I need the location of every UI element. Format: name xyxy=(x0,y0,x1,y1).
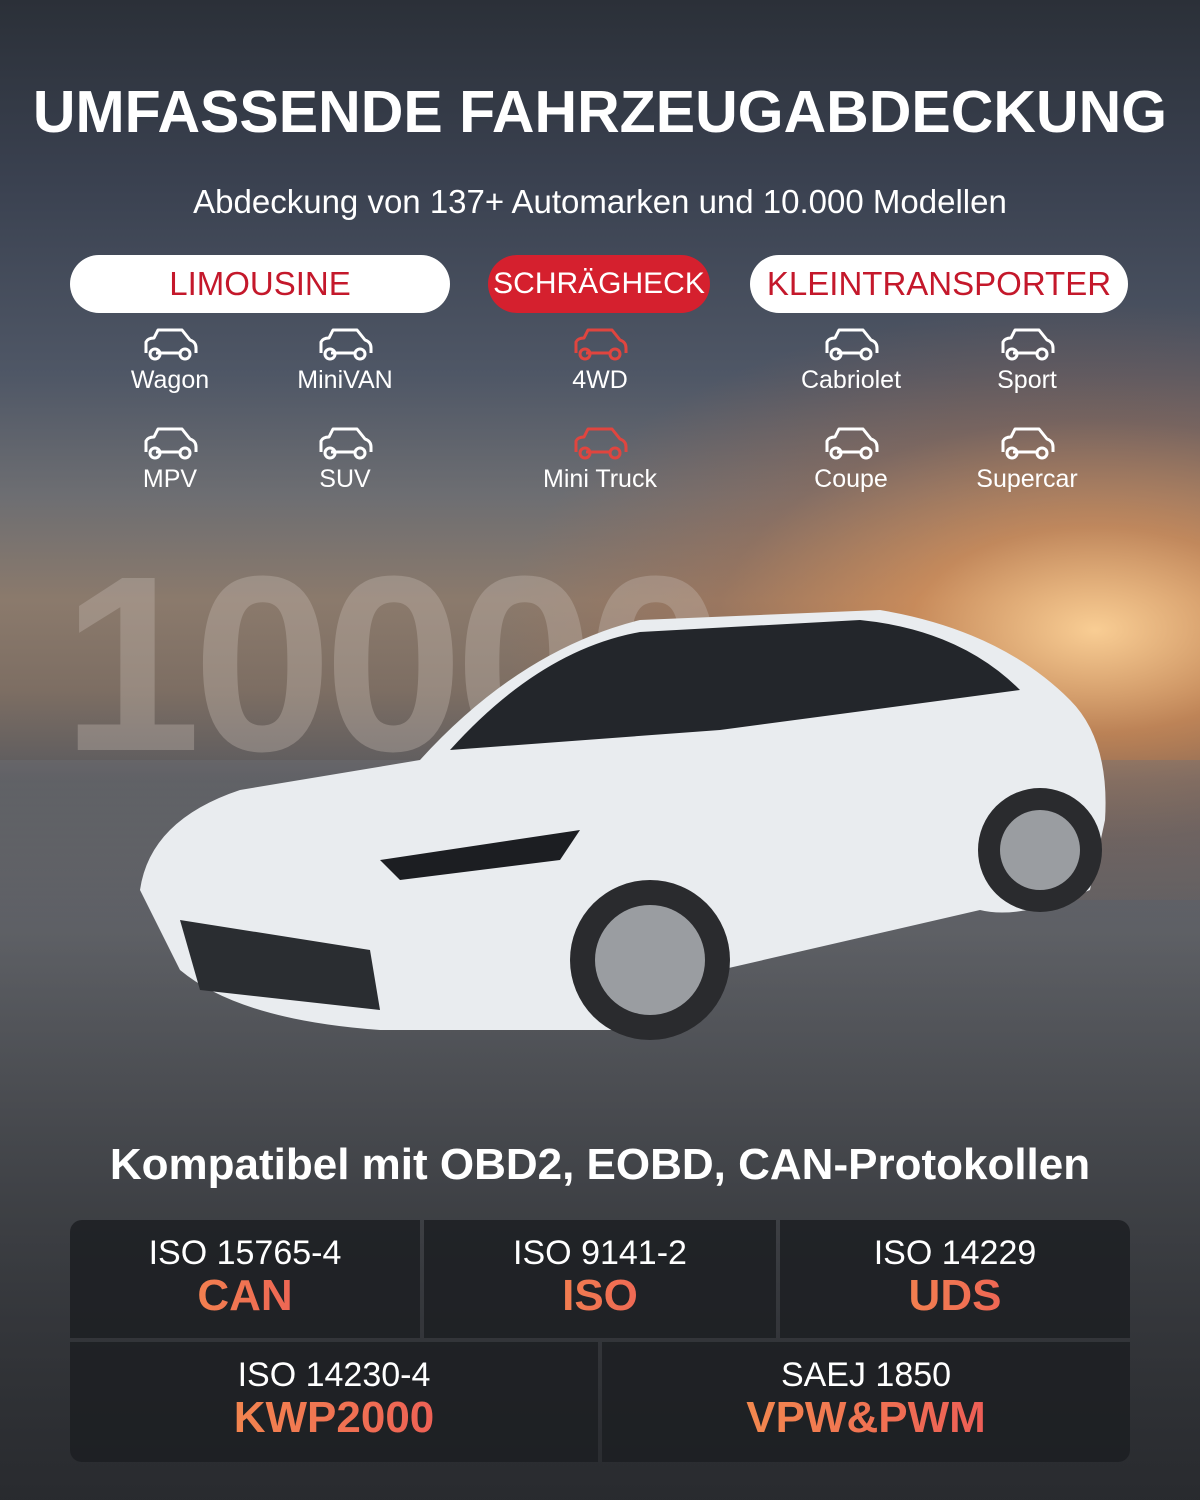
mini-truck-icon xyxy=(574,427,628,460)
protocol-name: UDS xyxy=(780,1272,1130,1319)
vehicle-type-mpv: MPV xyxy=(90,425,250,494)
protocols-table: ISO 15765-4 CAN ISO 9141-2 ISO ISO 14229… xyxy=(70,1220,1130,1462)
vehicle-label: Coupe xyxy=(814,465,888,493)
vehicle-type-supercar: Supercar xyxy=(947,425,1107,494)
protocol-standard: ISO 15765-4 xyxy=(148,1234,342,1272)
car-image xyxy=(140,610,1106,1040)
vehicle-label: Cabriolet xyxy=(800,366,902,394)
vehicle-type-4wd: 4WD xyxy=(520,326,680,395)
4wd-icon xyxy=(574,328,628,361)
sport-car-icon xyxy=(1001,328,1055,361)
suv-icon xyxy=(319,427,373,460)
mpv-icon xyxy=(144,427,198,460)
vehicle-label: 4WD xyxy=(572,366,628,394)
page-subtitle: Abdeckung von 137+ Automarken und 10.000… xyxy=(193,183,1007,220)
protocol-cell: ISO 15765-4 CAN xyxy=(70,1220,420,1338)
vehicle-label: MPV xyxy=(142,465,198,493)
protocol-cell: ISO 14230-4 KWP2000 xyxy=(70,1342,598,1462)
coupe-icon xyxy=(825,427,879,460)
protocol-standard: ISO 9141-2 xyxy=(513,1234,687,1272)
vehicle-label: Supercar xyxy=(976,465,1078,493)
vehicle-type-cabriolet: Cabriolet xyxy=(771,326,931,395)
protocol-standard: ISO 14229 xyxy=(873,1234,1037,1272)
protocols-heading: Kompatibel mit OBD2, EOBD, CAN-Protokoll… xyxy=(109,1140,1091,1189)
vehicle-type-sport: Sport xyxy=(947,326,1107,395)
page-title: UMFASSENDE FAHRZEUGABDECKUNG xyxy=(32,79,1168,145)
category-limousine[interactable]: LIMOUSINE xyxy=(70,255,450,313)
vehicle-label: MiniVAN xyxy=(297,366,393,394)
protocol-name: ISO xyxy=(424,1272,776,1319)
protocol-standard: SAEJ 1850 xyxy=(780,1356,952,1394)
vehicle-type-minivan: MiniVAN xyxy=(265,326,425,395)
minivan-icon xyxy=(319,328,373,361)
protocol-cell: SAEJ 1850 VPW&PWM xyxy=(602,1342,1130,1462)
protocol-name: CAN xyxy=(70,1272,420,1319)
supercar-icon xyxy=(1001,427,1055,460)
category-kleintransporter[interactable]: KLEINTRANSPORTER xyxy=(750,255,1128,313)
vehicle-type-mini-truck: Mini Truck xyxy=(520,425,680,494)
protocol-cell: ISO 14229 UDS xyxy=(780,1220,1130,1338)
category-schraegheck[interactable]: SCHRÄGHECK xyxy=(488,255,710,313)
protocol-name: VPW&PWM xyxy=(602,1394,1130,1441)
vehicle-type-coupe: Coupe xyxy=(771,425,931,494)
protocol-cell: ISO 9141-2 ISO xyxy=(424,1220,776,1338)
vehicle-label: Sport xyxy=(997,366,1057,394)
vehicle-label: Wagon xyxy=(130,366,210,394)
vehicle-type-suv: SUV xyxy=(265,425,425,494)
protocol-name: KWP2000 xyxy=(70,1394,598,1441)
cabriolet-icon xyxy=(825,328,879,361)
vehicle-label: SUV xyxy=(319,465,371,493)
protocol-standard: ISO 14230-4 xyxy=(237,1356,431,1394)
vehicle-label: Mini Truck xyxy=(543,465,657,493)
wagon-icon xyxy=(144,328,198,361)
vehicle-type-wagon: Wagon xyxy=(90,326,250,395)
